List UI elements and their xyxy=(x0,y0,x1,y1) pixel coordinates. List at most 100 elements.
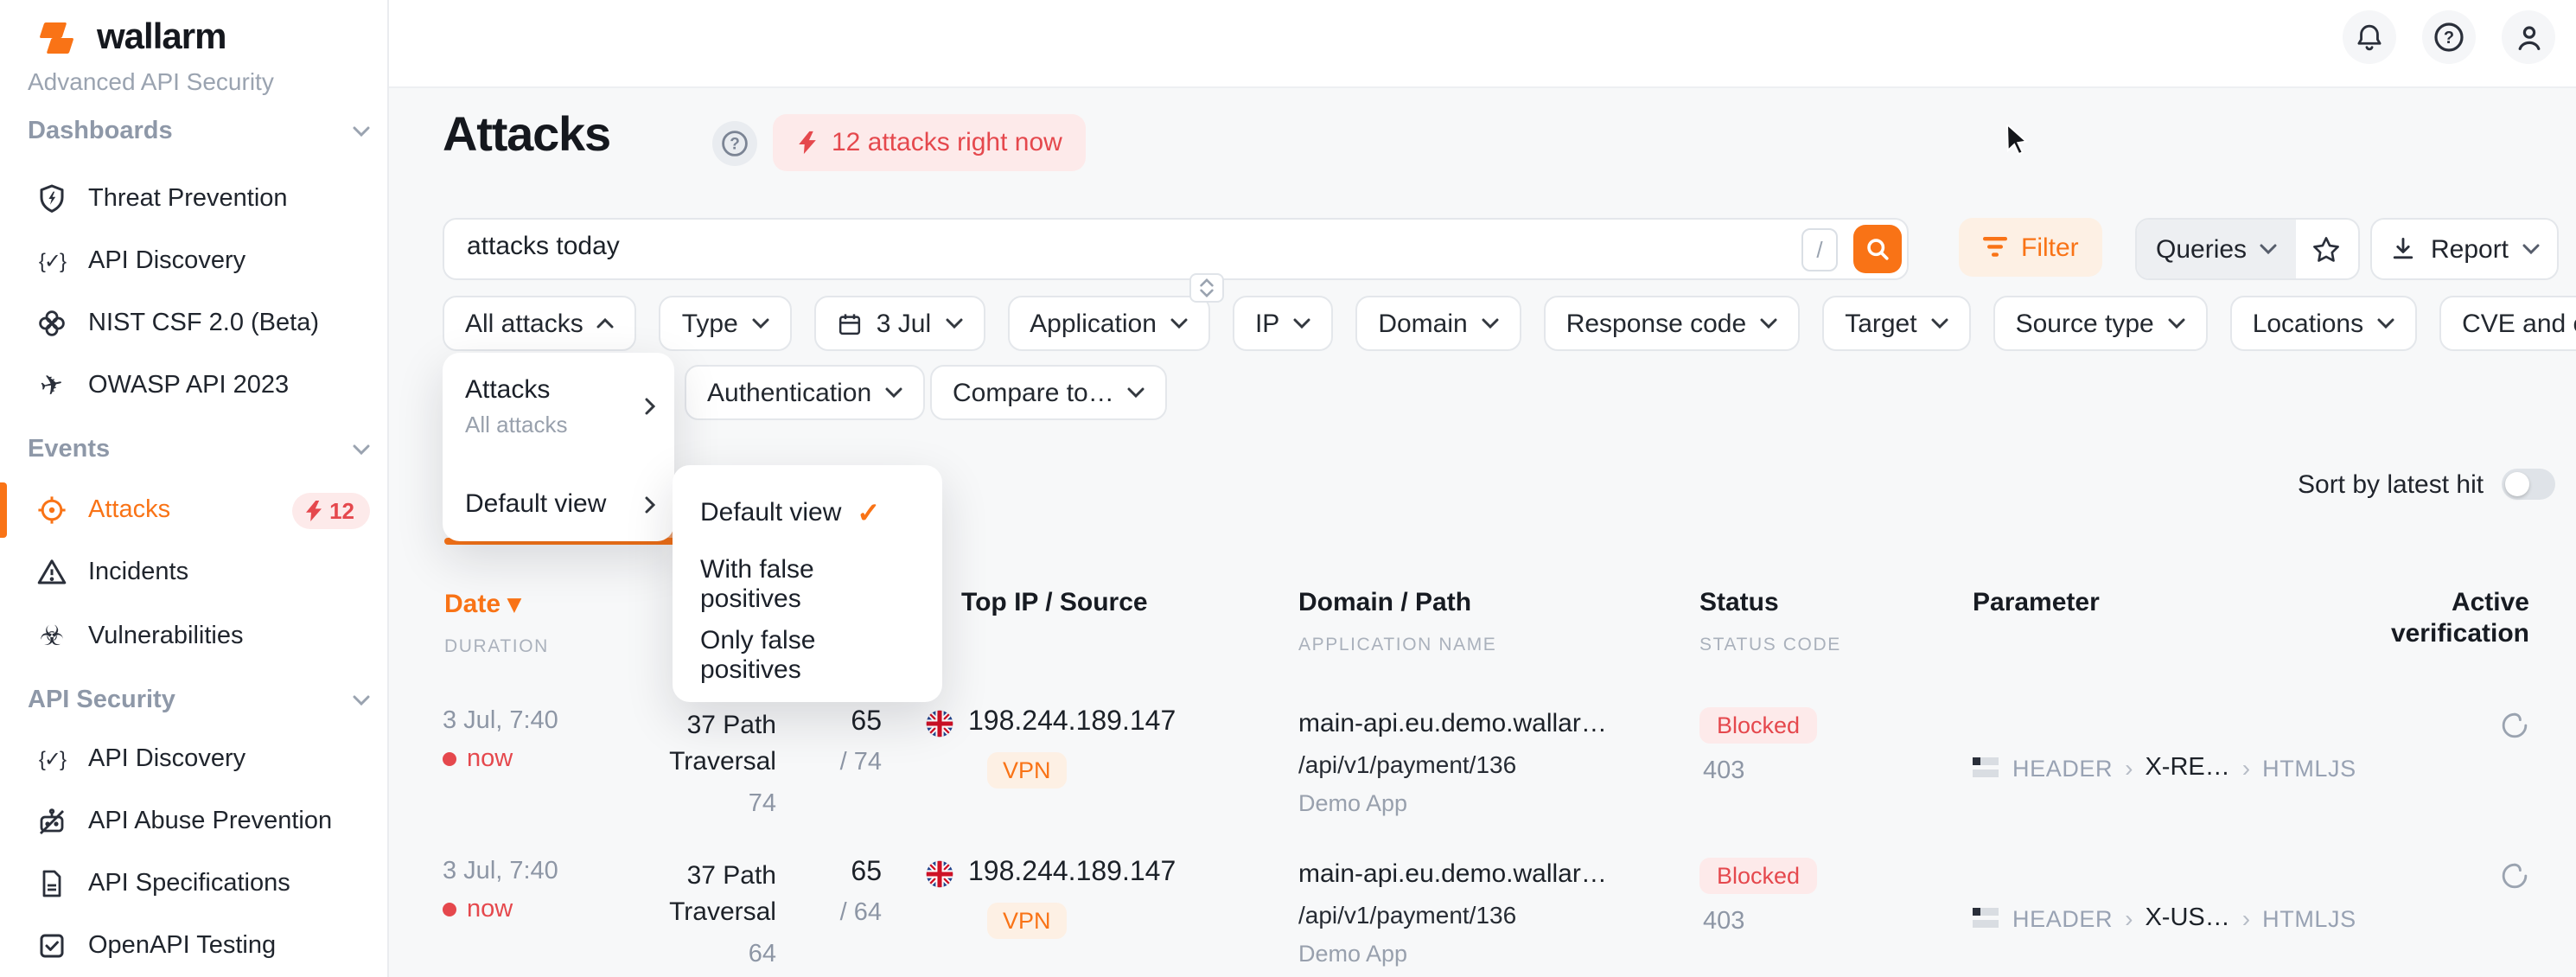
bot-icon xyxy=(36,806,67,837)
sidebar-item-openapi-testing[interactable]: OpenAPI Testing xyxy=(0,915,387,977)
status-code: 403 xyxy=(1703,908,1745,935)
filter-chip-source-type[interactable]: Source type xyxy=(1993,296,2208,351)
column-header-verification[interactable]: Active verification xyxy=(2390,588,2529,648)
toggle-knob xyxy=(2504,472,2529,496)
search-button[interactable] xyxy=(1853,225,1902,273)
column-header-source[interactable]: Top IP / Source xyxy=(961,588,1148,617)
chevron-separator: › xyxy=(2125,754,2133,782)
filter-chip-target[interactable]: Target xyxy=(1822,296,1971,351)
chevron-right-icon xyxy=(645,495,655,513)
filter-chip-response-code[interactable]: Response code xyxy=(1543,296,1801,351)
cell-verification[interactable] xyxy=(2386,695,2529,823)
application-name: Demo App xyxy=(1298,941,1408,967)
column-header-status[interactable]: Status STATUS CODE xyxy=(1699,588,1841,655)
column-header-date[interactable]: Date ▾ DURATION xyxy=(444,590,549,657)
source-ip[interactable]: 198.244.189.147 xyxy=(968,707,1176,737)
sidebar-item-api-abuse-prevention[interactable]: API Abuse Prevention xyxy=(0,790,387,852)
chevron-down-icon xyxy=(353,444,370,455)
document-icon xyxy=(36,868,67,899)
bell-icon xyxy=(2357,23,2382,50)
mouse-cursor xyxy=(2005,125,2031,157)
submenu-item-only-false-positives[interactable]: Only false positives xyxy=(700,625,816,684)
status-badge: Blocked xyxy=(1699,707,1818,744)
filter-chip-authentication[interactable]: Authentication xyxy=(685,365,926,420)
sidebar-item-nist-csf[interactable]: NIST CSF 2.0 (Beta) xyxy=(0,292,387,354)
report-button[interactable]: Report xyxy=(2370,218,2559,280)
filter-chip-type[interactable]: Type xyxy=(659,296,792,351)
sidebar-item-incidents[interactable]: Incidents xyxy=(0,541,387,603)
chevron-down-icon xyxy=(1200,289,1214,297)
header-param-icon xyxy=(1973,908,1999,928)
filter-chip-all-attacks[interactable]: All attacks xyxy=(443,296,637,351)
sidebar-item-api-discovery[interactable]: {✓} API Discovery xyxy=(0,230,387,292)
path-text[interactable]: /api/v1/payment/136 xyxy=(1298,750,1517,778)
nist-flower-icon xyxy=(36,308,67,339)
question-circle-icon: ? xyxy=(722,131,748,156)
active-indicator xyxy=(0,482,7,538)
braces-check-icon: {✓} xyxy=(38,747,67,771)
sidebar-item-attacks[interactable]: Attacks 12 xyxy=(0,479,387,541)
cell-parameter[interactable]: HEADER › X-RE… › HTMLJS xyxy=(1961,695,2386,823)
favorite-query-button[interactable] xyxy=(2295,220,2357,278)
chevron-down-icon xyxy=(1482,318,1499,329)
brand-logo[interactable]: wallarm xyxy=(28,17,226,59)
sidebar-item-vulnerabilities[interactable]: ☣ Vulnerabilities xyxy=(0,605,387,667)
column-header-domain[interactable]: Domain / Path APPLICATION NAME xyxy=(1298,588,1497,655)
source-ip[interactable]: 198.244.189.147 xyxy=(968,858,1176,887)
filter-chip-locations[interactable]: Locations xyxy=(2229,296,2418,351)
domain-text[interactable]: main-api.eu.demo.wallar… xyxy=(1298,709,1607,738)
filter-chip-compare-to[interactable]: Compare to… xyxy=(930,365,1168,420)
chevron-down-icon xyxy=(353,126,370,137)
filter-chip-application[interactable]: Application xyxy=(1007,296,1210,351)
search-collapse-toggle[interactable] xyxy=(1189,273,1224,303)
queries-dropdown[interactable]: Queries xyxy=(2137,220,2296,278)
check-icon: ✓ xyxy=(857,499,881,528)
sidebar-item-threat-prevention[interactable]: Threat Prevention xyxy=(0,168,387,230)
cell-source: 198.244.189.147 VPN xyxy=(882,695,1288,823)
sidebar-section-api-security[interactable]: API Security xyxy=(28,686,370,714)
svg-text:?: ? xyxy=(2444,29,2454,48)
submenu-item-with-false-positives[interactable]: With false positives xyxy=(700,554,814,613)
table-row[interactable]: 3 Jul, 7:40 now 37 Path Traversal 64 65 … xyxy=(443,846,2529,974)
cell-parameter[interactable]: HEADER › X-US… › HTMLJS xyxy=(1961,846,2386,974)
filter-chip-domain[interactable]: Domain xyxy=(1355,296,1521,351)
chevron-down-icon xyxy=(1760,318,1777,329)
brand-subtitle: Advanced API Security xyxy=(28,67,274,95)
filter-chip-cve-exploits[interactable]: CVE and exploits xyxy=(2439,296,2576,351)
account-button[interactable] xyxy=(2502,10,2555,64)
sort-label: Sort by latest hit xyxy=(2298,469,2484,499)
sidebar-section-dashboards[interactable]: Dashboards xyxy=(28,118,370,145)
application-name: Demo App xyxy=(1298,790,1408,816)
search-input[interactable]: attacks today / xyxy=(443,218,1909,280)
verification-spinner-icon xyxy=(2502,712,2528,738)
submenu-item-default-view[interactable]: Default view ✓ xyxy=(673,477,942,548)
table-row[interactable]: 3 Jul, 7:40 now 37 Path Traversal 74 65 … xyxy=(443,695,2529,823)
column-header-parameter[interactable]: Parameter xyxy=(1973,588,2100,617)
chevron-down-icon xyxy=(2522,244,2540,254)
help-button[interactable]: ? xyxy=(2422,10,2476,64)
path-text[interactable]: /api/v1/payment/136 xyxy=(1298,901,1517,929)
live-dot-icon xyxy=(443,903,456,916)
domain-text[interactable]: main-api.eu.demo.wallar… xyxy=(1298,859,1607,889)
cell-source: 198.244.189.147 VPN xyxy=(882,846,1288,974)
cell-status: Blocked 403 xyxy=(1689,695,1961,823)
status-code: 403 xyxy=(1703,757,1745,785)
sort-toggle[interactable] xyxy=(2501,469,2555,500)
menu-item-default-view[interactable]: Default view xyxy=(443,476,674,533)
filter-chip-ip[interactable]: IP xyxy=(1232,296,1334,351)
chevron-up-icon xyxy=(1200,278,1214,287)
attacks-now-badge[interactable]: 12 attacks right now xyxy=(773,114,1087,171)
filter-button[interactable]: Filter xyxy=(1959,218,2103,277)
cell-verification[interactable] xyxy=(2386,846,2529,974)
sidebar-item-api-specifications[interactable]: API Specifications xyxy=(0,852,387,915)
page-help-button[interactable]: ? xyxy=(712,121,757,166)
sidebar-item-owasp-api[interactable]: ✈ OWASP API 2023 xyxy=(0,354,387,417)
filter-chip-date[interactable]: 3 Jul xyxy=(813,296,985,351)
sidebar-section-events[interactable]: Events xyxy=(28,436,370,463)
magnifier-icon xyxy=(1867,239,1889,260)
menu-item-attacks-group[interactable]: Attacks All attacks xyxy=(443,361,674,451)
svg-text:?: ? xyxy=(730,136,740,154)
sidebar-item-api-discovery-2[interactable]: {✓} API Discovery xyxy=(0,728,387,790)
notifications-button[interactable] xyxy=(2343,10,2396,64)
chevron-down-icon xyxy=(2259,244,2276,254)
